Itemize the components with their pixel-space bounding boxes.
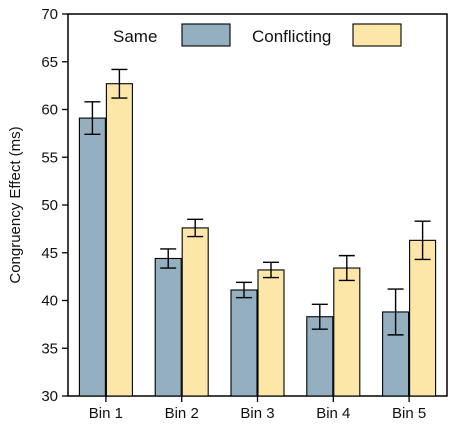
error-bar-same-2 (160, 248, 177, 269)
bar-conflicting-4 (333, 267, 361, 397)
y-tick-label: 70 (41, 6, 58, 23)
error-bar-conflicting-2 (187, 218, 204, 238)
x-tick-label: Bin 1 (89, 405, 123, 422)
legend-swatch-same (181, 23, 231, 47)
y-tick-label: 35 (41, 340, 58, 357)
error-bar-same-4 (311, 303, 328, 330)
bar-same-4 (306, 316, 334, 397)
x-tick-label: Bin 5 (392, 405, 426, 422)
bar-conflicting-2 (181, 227, 209, 397)
bar-conflicting-3 (257, 269, 285, 397)
y-tick-label: 40 (41, 293, 58, 310)
x-tick-label: Bin 3 (240, 405, 274, 422)
legend: Same Conflicting (113, 23, 402, 47)
y-tick-label: 60 (41, 102, 58, 119)
legend-label-conflicting: Conflicting (252, 27, 331, 46)
bar-same-3 (230, 289, 258, 397)
tick-labels: 30 35 40 45 50 55 60 65 70 Bin 1 Bin 2 Bin 3 Bin 4 Bi… (41, 6, 426, 422)
legend-label-same: Same (113, 27, 157, 46)
y-tick-label: 55 (41, 149, 58, 166)
bar-conflicting-5 (409, 239, 437, 397)
error-bar-conflicting-1 (111, 68, 128, 99)
bar-same-2 (154, 257, 182, 397)
bar-same-1 (78, 117, 106, 397)
bars (78, 83, 437, 397)
bar-conflicting-1 (105, 83, 133, 397)
error-bar-conflicting-4 (338, 254, 355, 282)
error-bar-same-3 (236, 281, 252, 299)
error-bar-conflicting-3 (263, 261, 279, 279)
error-bars (84, 68, 431, 336)
y-axis-label: Congruency Effect (ms) (7, 126, 24, 283)
error-bar-same-1 (84, 101, 101, 136)
y-tick-label: 65 (41, 54, 58, 71)
y-tick-label: 50 (41, 197, 58, 214)
x-tick-label: Bin 4 (316, 405, 350, 422)
error-bar-conflicting-5 (414, 220, 431, 261)
y-tick-label: 45 (41, 245, 58, 262)
y-tick-label: 30 (41, 388, 58, 405)
legend-swatch-conflicting (352, 23, 402, 47)
error-bar-same-5 (387, 288, 404, 336)
x-tick-label: Bin 2 (165, 405, 199, 422)
